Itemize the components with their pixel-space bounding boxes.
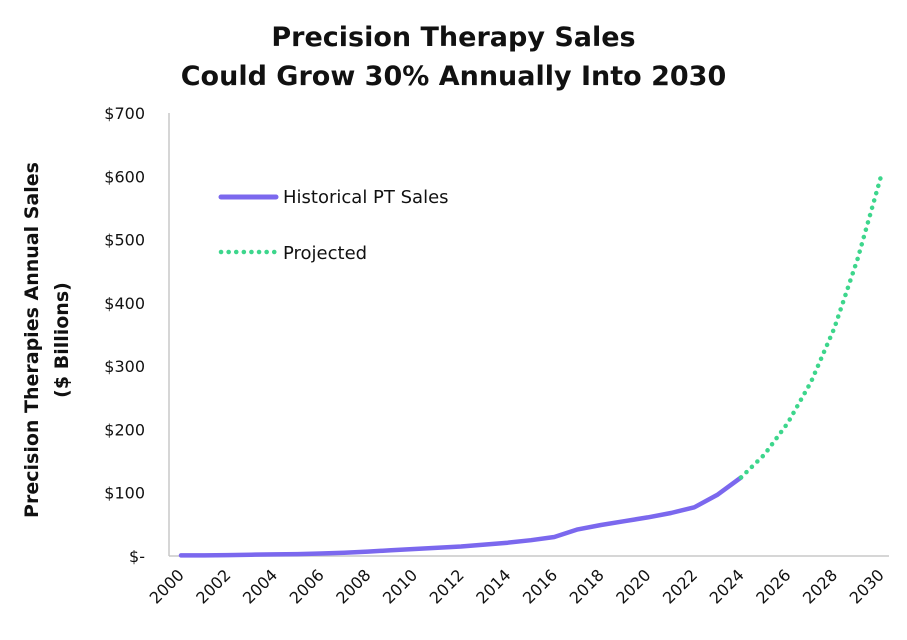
y-tick-label: $700 xyxy=(104,104,145,123)
x-tick-label: 2020 xyxy=(612,565,654,607)
x-tick-label: 2026 xyxy=(752,565,794,607)
x-tick-label: 2008 xyxy=(332,565,374,607)
x-tick-labels: 2000 2002 2004 2006 2008 2010 2012 2014 2016 2018… xyxy=(146,565,888,607)
x-tick-label: 2000 xyxy=(146,565,188,607)
y-axis-label-line-1: Precision Therapies Annual Sales xyxy=(21,162,43,518)
x-tick-label: 2016 xyxy=(519,565,561,607)
x-tick-label: 2030 xyxy=(846,565,888,607)
y-tick-label: $100 xyxy=(104,484,145,503)
x-tick-label: 2012 xyxy=(426,565,468,607)
y-tick-label: $400 xyxy=(104,294,145,313)
y-tick-label: $200 xyxy=(104,420,145,439)
legend-label-historical: Historical PT Sales xyxy=(283,187,449,208)
chart-title-line-1: Precision Therapy Sales xyxy=(271,22,636,53)
y-tick-label: $500 xyxy=(104,231,145,250)
x-tick-label: 2004 xyxy=(239,565,281,607)
series-group xyxy=(178,174,884,558)
y-tick-label: $- xyxy=(129,547,145,566)
legend: Historical PT Sales Projected xyxy=(218,187,449,264)
y-axis-label: Precision Therapies Annual Sales ($ Bill… xyxy=(21,162,73,518)
x-tick-label: 2022 xyxy=(659,565,701,607)
historical-sales-line xyxy=(178,475,744,558)
chart-title: Precision Therapy Sales Could Grow 30% A… xyxy=(0,18,907,96)
x-tick-label: 2006 xyxy=(286,565,328,607)
x-tick-label: 2002 xyxy=(192,565,234,607)
x-tick-label: 2018 xyxy=(566,565,608,607)
y-tick-label: $600 xyxy=(104,167,145,186)
x-tick-label: 2024 xyxy=(706,565,748,607)
y-tick-label: $300 xyxy=(104,357,145,376)
x-tick-label: 2014 xyxy=(472,565,514,607)
y-axis-label-line-2: ($ Billions) xyxy=(51,282,73,398)
chart-title-line-2: Could Grow 30% Annually Into 2030 xyxy=(180,61,727,92)
legend-label-projected: Projected xyxy=(283,243,367,264)
x-tick-label: 2028 xyxy=(799,565,841,607)
projected-sales-line xyxy=(738,174,884,480)
y-tick-labels: $- $100 $200 $300 $400 $500 $600 $700 xyxy=(104,104,145,566)
axes xyxy=(168,113,889,557)
x-tick-label: 2010 xyxy=(379,565,421,607)
